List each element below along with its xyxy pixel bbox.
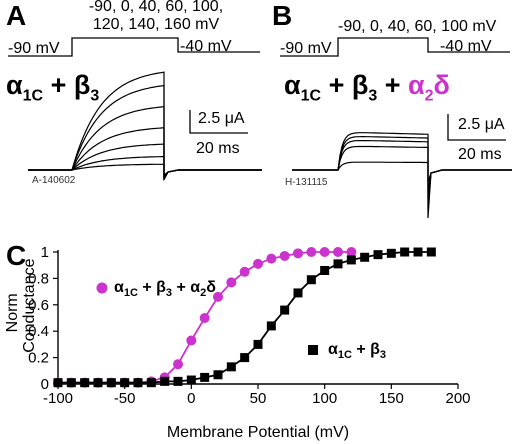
legend-marker-a2d [96, 282, 108, 294]
series-1-point [240, 353, 250, 363]
panel-b-scale-time: 20 ms [458, 146, 502, 163]
panel-b-current-traces [292, 132, 512, 219]
y-tick-label: 0.2 [28, 350, 49, 367]
panel-b-construct-label: α1C + β3 + α2δ [284, 70, 450, 105]
panel-a-trace [28, 84, 262, 182]
series-1-point [66, 378, 76, 388]
legend-entry-a2d: α1C + β3 + α2δ [114, 279, 216, 300]
panel-a-trace [28, 143, 262, 179]
series-1-point [213, 370, 223, 380]
series-1-point [400, 247, 410, 257]
series-1-point [253, 339, 263, 349]
series-1-point [200, 372, 210, 382]
x-tick-label: 100 [312, 390, 337, 407]
panel-b-protocol [280, 37, 510, 57]
series-1-point [133, 378, 143, 388]
series-1-point [360, 252, 370, 262]
panel-c-letter: C [6, 240, 27, 271]
panel-b-trace [292, 132, 512, 219]
panel-b-cell-id: H-131115 [285, 177, 328, 188]
y-tick-label: 1 [41, 244, 49, 261]
series-1-point [373, 250, 383, 260]
panel-a-hold-label: -90 mV [8, 40, 60, 57]
series-0-point [346, 247, 357, 257]
series-0-point [253, 258, 263, 269]
panel-a-trace [28, 71, 262, 181]
series-1-point [93, 378, 103, 388]
panel-b-voltages: -90, 0, 40, 60, 100 mV [338, 18, 497, 35]
x-tick-label: 150 [379, 390, 404, 407]
x-tick-label: 0 [187, 390, 195, 407]
series-0-point [186, 335, 197, 346]
series-0-point [213, 291, 223, 302]
panel-b-letter: B [272, 0, 293, 31]
series-0-point [319, 247, 330, 257]
panel-a-trace [28, 127, 262, 180]
panel-a-current-traces [28, 71, 262, 182]
series-0-point [333, 247, 343, 257]
legend-marker-b3 [308, 345, 318, 355]
series-0-point [226, 277, 237, 288]
x-tick-label: -100 [43, 390, 73, 407]
x-axis-label: Membrane Potential (mV) [166, 424, 350, 441]
series-1-point [146, 378, 156, 388]
panel-a-trace [28, 106, 262, 181]
series-1-point [173, 376, 183, 386]
panel-b-scale-current: 2.5 μA [458, 116, 505, 133]
series-1-point [320, 265, 330, 275]
panel-b-trace [292, 145, 512, 192]
series-1-point [226, 362, 236, 372]
series-1-point [120, 378, 130, 388]
series-1-point [426, 247, 436, 257]
panel-a-voltages-line2: 120, 140, 160 mV [92, 16, 220, 33]
panel-a-cell-id: A-140602 [32, 175, 76, 186]
legend-entry-b3: α1C + β3 [328, 341, 387, 362]
series-0-point [173, 359, 183, 370]
panel-b-trace [292, 161, 512, 183]
series-0-point [266, 253, 277, 264]
x-tick-label: 200 [445, 390, 470, 407]
panel-a-trace [28, 156, 262, 178]
series-1-point [293, 288, 303, 298]
panel-b-trace [292, 140, 512, 201]
conductance-chart: -100 -50 0 50 100 150 200 0 0.2 0.4 0.6 0.8 1 [28, 244, 470, 407]
series-1-point [413, 247, 423, 257]
x-tick-label: -50 [114, 390, 136, 407]
panel-a-construct-label: α1C + β3 [6, 70, 100, 105]
panel-a-scale-time: 20 ms [196, 140, 240, 157]
y-tick-label: 0.6 [28, 297, 49, 314]
series-0-point [293, 248, 303, 259]
series-0-point [199, 313, 210, 323]
series-1-point [80, 378, 90, 388]
series-0-point [239, 266, 250, 277]
series-1-point [280, 305, 290, 315]
series-1-point [266, 321, 276, 331]
series-1-point [106, 378, 116, 388]
series-1-point [386, 248, 396, 258]
panel-b-tail-label: -40 mV [440, 38, 492, 55]
series-1-point [53, 378, 63, 388]
panel-b-trace [292, 136, 512, 210]
series-1-point [160, 376, 170, 386]
series-1-point [346, 255, 356, 265]
panel-a-scale-current: 2.5 μA [198, 110, 245, 127]
series-1-point [186, 375, 196, 385]
panel-a-scale-bar [189, 110, 248, 134]
panel-a-letter: A [6, 0, 27, 31]
series-0-point [306, 247, 317, 257]
series-0-point [279, 250, 290, 261]
panel-b-scale-bar [447, 114, 506, 141]
panel-a-voltages-line1: -90, 0, 40, 60, 100, [88, 0, 224, 15]
panel-a-tail-label: -40 mV [180, 38, 232, 55]
series-1-point [333, 259, 343, 269]
panel-a-protocol [8, 37, 260, 57]
panel-a-trace [28, 163, 262, 177]
y-tick-label: 0.8 [28, 270, 49, 287]
panel-b-hold-label: -90 mV [280, 40, 332, 57]
series-1-point [306, 275, 316, 285]
x-tick-label: 50 [250, 390, 267, 407]
y-tick-label: 0 [41, 376, 49, 393]
y-tick-label: 0.4 [28, 323, 49, 340]
